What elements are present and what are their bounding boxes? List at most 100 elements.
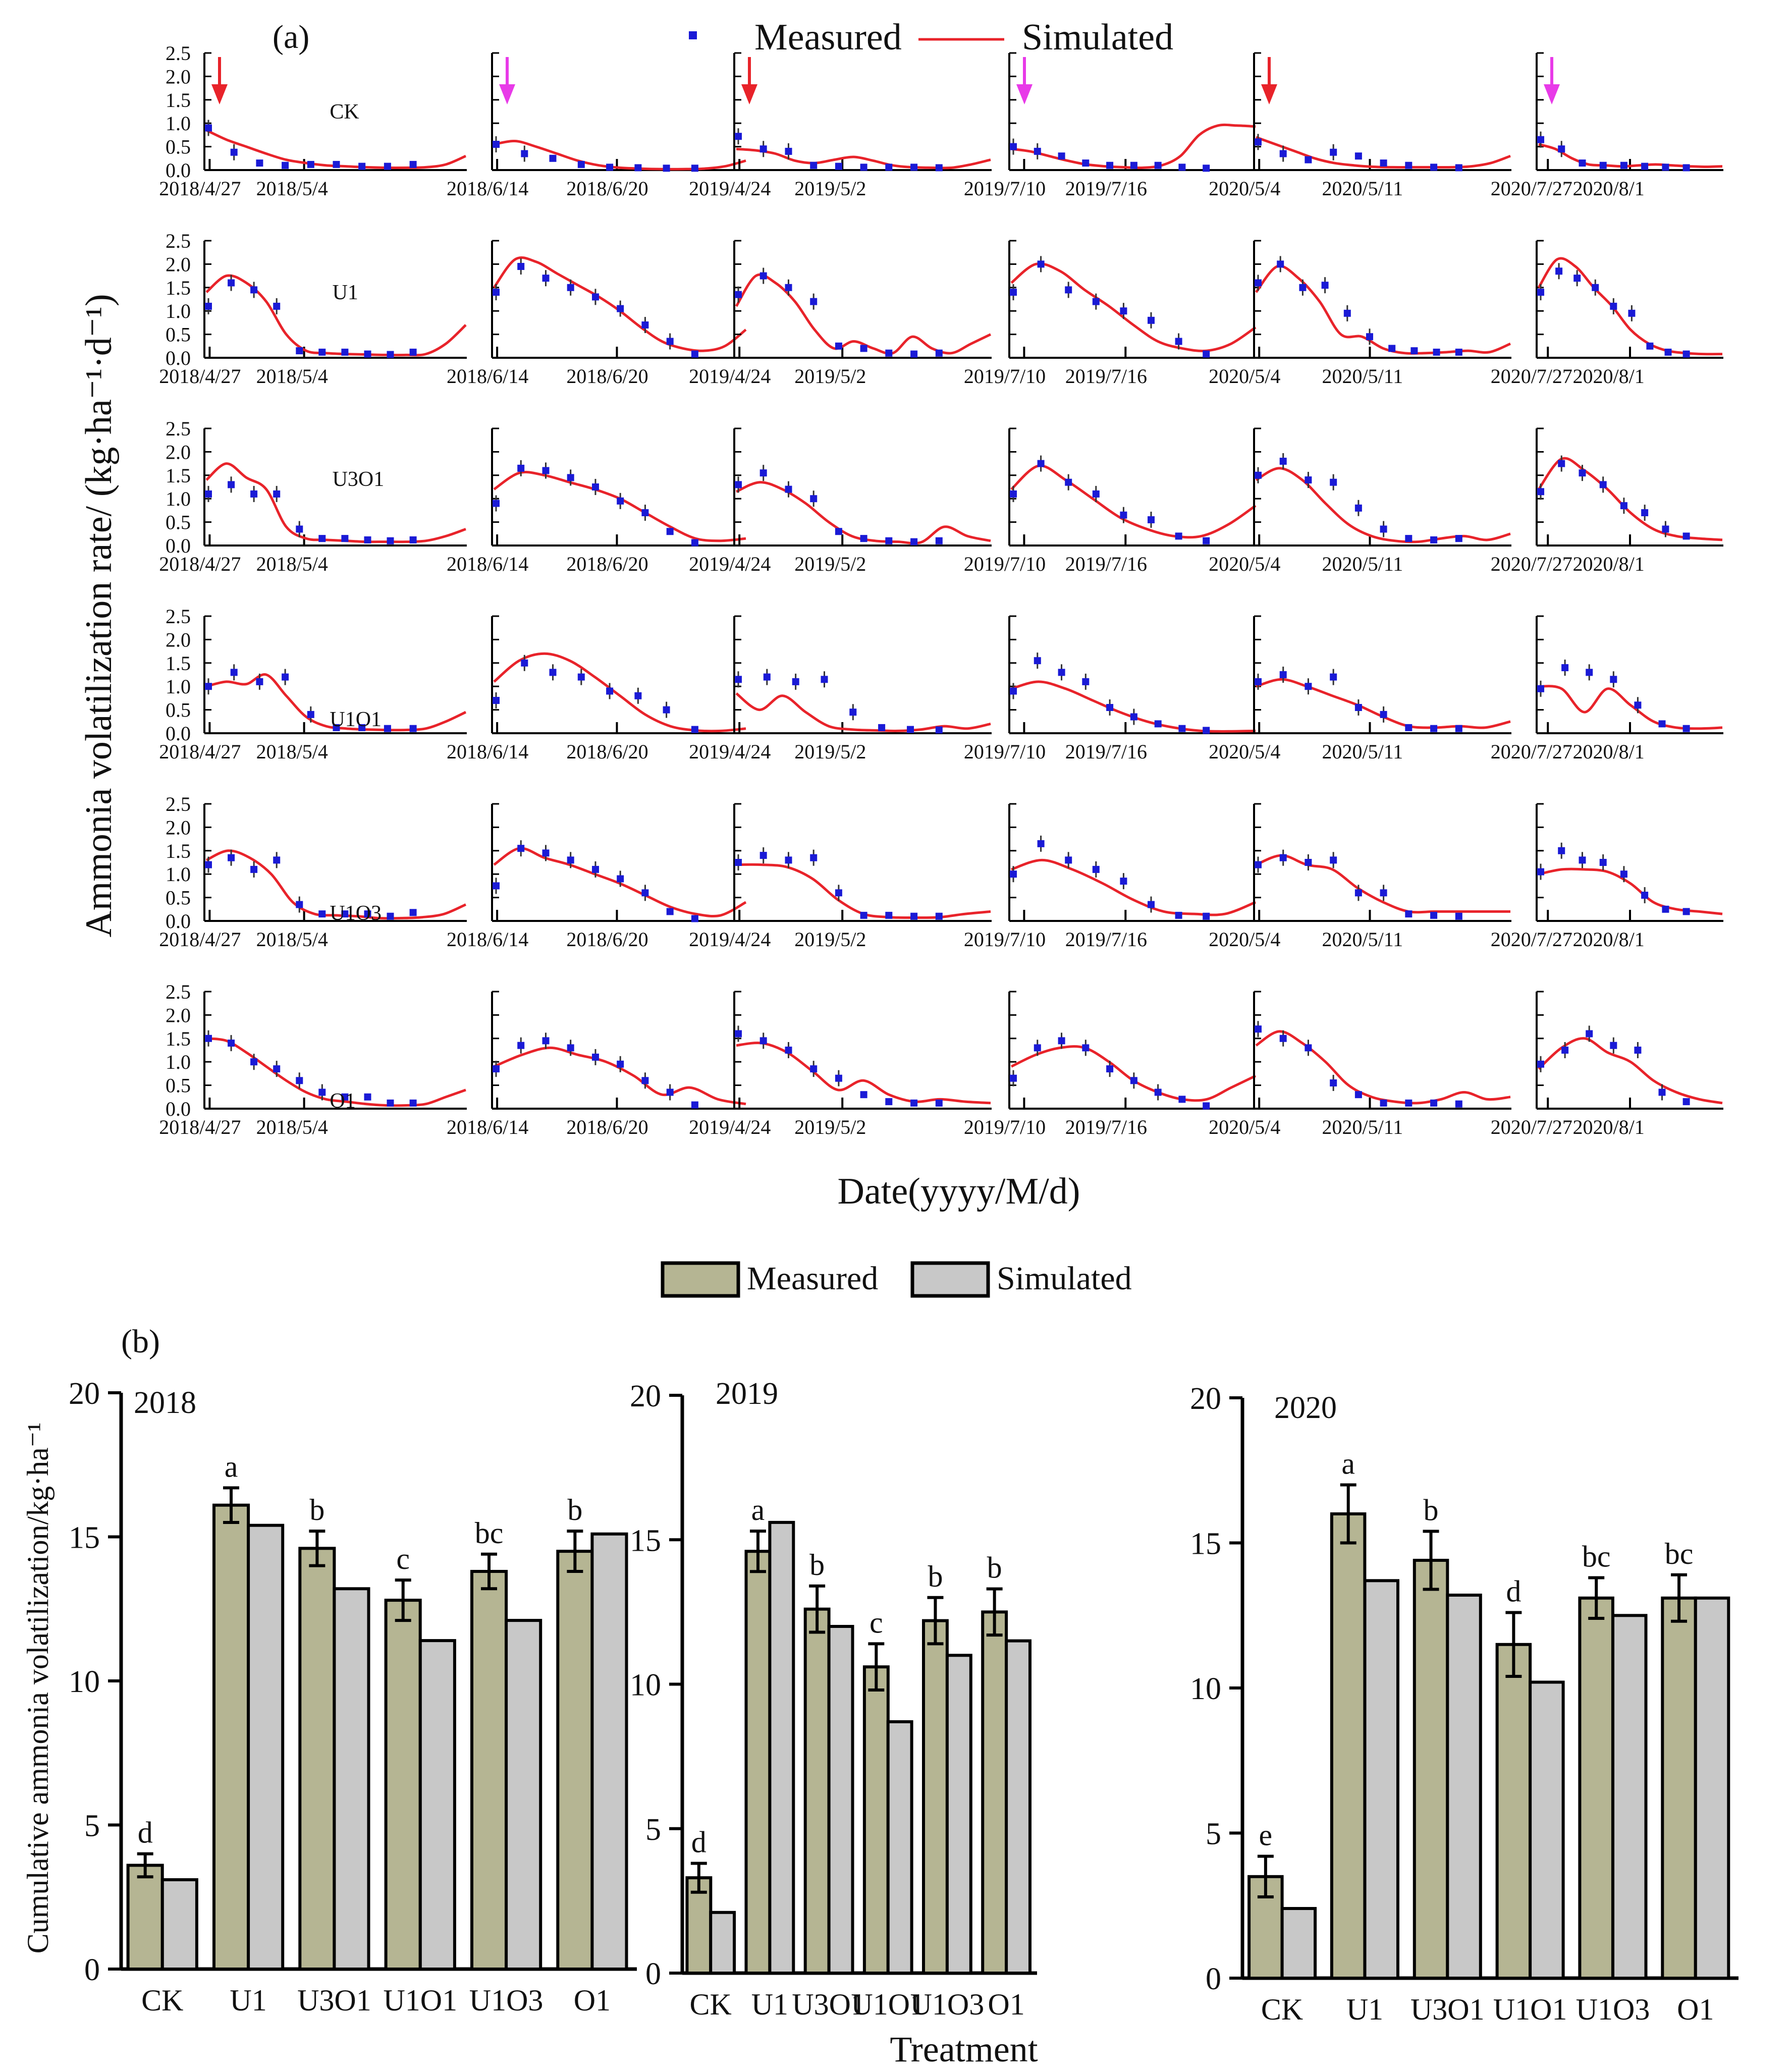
- category-label: U1O1: [1493, 1993, 1567, 2026]
- simulated-line: [735, 692, 991, 732]
- rate-subplot: 2018/6/14 2018/6/20: [447, 991, 747, 1138]
- measured-point: [1106, 704, 1114, 711]
- measured-point: [409, 536, 417, 543]
- measured-point: [1330, 148, 1337, 156]
- significance-letter: c: [396, 1542, 410, 1575]
- category-label: CK: [690, 1988, 732, 2021]
- measured-point: [641, 321, 649, 329]
- bar-simulated: [1694, 1596, 1730, 1980]
- rate-subplot: 2018/6/14 2018/6/20: [447, 240, 747, 388]
- measured-point: [1455, 725, 1462, 732]
- measured-point: [1610, 302, 1617, 310]
- bar-measured: [1330, 1512, 1367, 1980]
- measured-point: [1330, 856, 1337, 864]
- significance-letter: d: [138, 1816, 153, 1849]
- treatment-label: U1O1: [330, 708, 382, 731]
- measured-point: [1558, 847, 1565, 854]
- measured-point: [1537, 289, 1544, 296]
- simulated-line: [493, 652, 746, 733]
- significance-letter: bc: [1582, 1540, 1611, 1573]
- y-tick-label: 15: [69, 1521, 100, 1555]
- measured-point: [250, 1058, 258, 1066]
- rate-subplot: 2019/4/24 2019/5/2: [689, 52, 992, 200]
- y-tick-label: 15: [1190, 1527, 1221, 1561]
- bar-simulated: [333, 1587, 370, 1971]
- bar-simulated: [1529, 1680, 1565, 1980]
- measured-point: [1354, 1091, 1362, 1099]
- y-tick-label: 5: [645, 1813, 661, 1847]
- significance-letter: c: [870, 1606, 883, 1639]
- bar-measured: [862, 1665, 890, 1975]
- y-tick-label: 0.0: [166, 347, 191, 369]
- x-tick-label: 2019/7/10: [964, 553, 1046, 575]
- x-tick-label: 2019/7/10: [964, 1116, 1046, 1138]
- x-tick-label: 2019/7/10: [964, 177, 1046, 200]
- x-tick-label: 2018/5/4: [256, 177, 328, 200]
- measured-point: [1599, 859, 1607, 866]
- bar-simulated: [247, 1523, 285, 1971]
- y-tick-label: 2.5: [166, 230, 191, 252]
- y-tick-label: 10: [630, 1668, 661, 1703]
- category-label: U1O3: [469, 1984, 544, 2017]
- measured-point: [1255, 138, 1262, 146]
- x-tick-label: 2020/5/4: [1209, 553, 1280, 575]
- bar-measured: [1661, 1596, 1697, 1980]
- bar-simulated: [1005, 1639, 1031, 1975]
- measured-point: [810, 161, 818, 169]
- category-label: U1: [1346, 1993, 1383, 2026]
- measured-point: [567, 474, 574, 481]
- simulated-line: [1538, 867, 1723, 915]
- simulated-line: [1537, 457, 1723, 541]
- measured-point: [296, 901, 303, 908]
- measured-point: [307, 160, 314, 168]
- y-tick-label: 1.0: [166, 487, 191, 510]
- measured-point: [1058, 152, 1065, 160]
- measured-point: [493, 289, 500, 296]
- measured-point: [1682, 164, 1690, 172]
- measured-point: [1305, 1044, 1312, 1052]
- measured-point: [228, 481, 235, 488]
- rate-subplot: 2018/6/14 2018/6/20: [447, 803, 747, 951]
- x-tick-label: 2018/5/4: [256, 553, 328, 575]
- measured-point: [835, 342, 842, 350]
- x-tick-label: 2019/4/24: [689, 928, 771, 951]
- measured-point: [821, 676, 828, 683]
- simulated-line: [1538, 1037, 1723, 1105]
- measured-point: [1343, 309, 1351, 317]
- measured-point: [1255, 861, 1262, 868]
- bar-measured: [1413, 1559, 1449, 1980]
- fertilization-arrow-head: [1544, 84, 1560, 104]
- measured-point: [1120, 878, 1127, 885]
- category-label: U1: [230, 1984, 266, 2017]
- measured-point: [849, 708, 857, 716]
- bar-measured: [922, 1619, 949, 1975]
- rate-subplot: 2020/5/4 2020/5/11: [1209, 427, 1511, 575]
- x-tick-label: 2018/5/4: [256, 365, 328, 388]
- simulated-line: [1255, 264, 1511, 355]
- y-tick-label: 20: [630, 1379, 661, 1413]
- measured-point: [617, 1060, 624, 1068]
- x-tick-label: 2018/4/27: [159, 740, 241, 763]
- measured-point: [666, 908, 674, 915]
- measured-point: [1366, 333, 1373, 341]
- x-tick-label: 2020/7/27: [1491, 740, 1572, 763]
- measured-point: [493, 697, 500, 704]
- category-label: O1: [1677, 1993, 1714, 2026]
- measured-point: [592, 293, 599, 301]
- treatment-label: U1: [333, 281, 358, 304]
- measured-point: [785, 284, 792, 291]
- category-label: U3O1: [792, 1988, 866, 2021]
- measured-point: [1148, 901, 1155, 908]
- y-tick-label: 20: [1190, 1382, 1221, 1416]
- measured-point: [759, 272, 767, 280]
- measured-point: [617, 497, 624, 505]
- measured-point: [810, 1065, 818, 1073]
- panel-b-x-axis-label: Treatment: [890, 2029, 1038, 2069]
- measured-point: [318, 348, 326, 356]
- y-tick-label: 0.5: [166, 887, 191, 909]
- measured-point: [1354, 152, 1362, 160]
- measured-point: [1203, 727, 1210, 734]
- bar-simulated: [768, 1520, 795, 1975]
